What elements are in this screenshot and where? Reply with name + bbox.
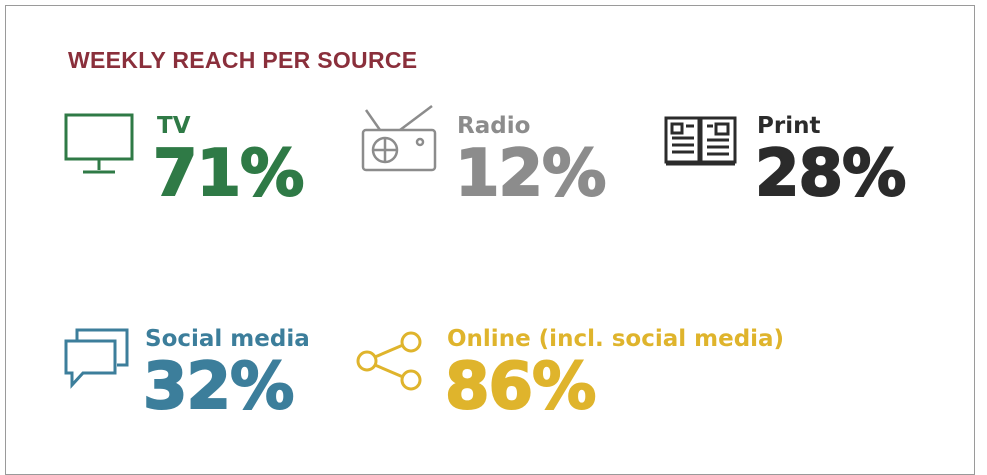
title: WEEKLY REACH PER SOURCE: [68, 47, 418, 73]
share-icon: [356, 331, 422, 391]
source-label: Online (incl. social media): [447, 326, 785, 352]
source-value: 86%: [444, 349, 597, 425]
source-label: TV: [157, 113, 191, 139]
social-icon: [64, 328, 129, 389]
source-label: Radio: [457, 113, 531, 139]
tv-icon: [64, 113, 134, 174]
source-value: 28%: [754, 136, 907, 212]
source-label: Social media: [145, 326, 310, 352]
source-value: 32%: [142, 349, 295, 425]
source-label: Print: [757, 113, 821, 139]
radio-icon: [361, 105, 437, 172]
source-value: 12%: [454, 136, 607, 212]
source-value: 71%: [152, 136, 305, 212]
print-icon: [664, 116, 737, 166]
